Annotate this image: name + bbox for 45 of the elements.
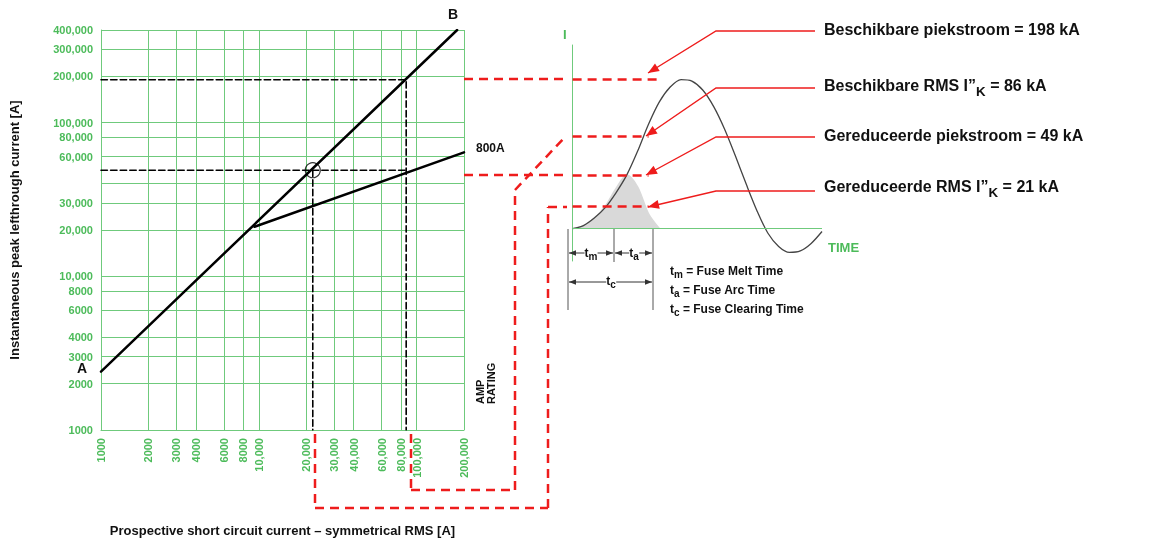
y-tick-label: 60,000 <box>59 150 93 163</box>
x-tick-label: 2000 <box>142 438 155 463</box>
y-tick-label: 8000 <box>68 285 93 298</box>
y-tick-label: 6000 <box>68 304 93 317</box>
text: Gereduceerde RMS I”$_{K}$ = 21 kA <box>824 178 1060 200</box>
x-tick-label: 6000 <box>217 438 230 463</box>
x-tick-label: 10,000 <box>252 438 265 472</box>
x-tick-label: 20,000 <box>300 438 313 472</box>
series-label: 800A <box>476 141 506 156</box>
x-tick-label: 100,000 <box>410 438 423 478</box>
x-tick-label: 4000 <box>189 438 202 463</box>
y-axis-title: Instantaneous peak lefthrough current [A] <box>7 100 22 360</box>
text: t$_{m}$ = Fuse Melt Time <box>670 263 784 281</box>
y-tick-label: 400,000 <box>53 24 93 36</box>
y-axis-title: I <box>562 27 567 42</box>
x-axis-title: TIME <box>828 239 860 255</box>
y-tick-label: 80,000 <box>59 131 93 144</box>
x-tick-label: 3000 <box>170 438 183 463</box>
annotation: t$_{m}$ <box>584 245 598 263</box>
y-tick-label: 30,000 <box>59 196 93 209</box>
annotation: B <box>448 6 459 22</box>
x-tick-label: 40,000 <box>347 438 360 472</box>
text: Beschikbare piekstroom = 198 kA <box>824 21 1080 39</box>
x-tick-label: 30,000 <box>328 438 341 472</box>
x-axis-title: Prospective short circuit current – symmetrical RMS [A] <box>109 523 456 538</box>
text: AMP RATING <box>474 361 497 404</box>
y-tick-label: 300,000 <box>53 43 93 56</box>
text: Beschikbare RMS I”$_{K}$ = 86 kA <box>824 77 1047 99</box>
y-tick-label: 2000 <box>68 377 93 390</box>
x-tick-label: 8000 <box>237 438 250 463</box>
annotation: t$_{a}$ <box>629 245 639 263</box>
y-tick-label: 100,000 <box>53 116 93 129</box>
y-tick-label: 1000 <box>68 424 93 436</box>
text: Gereduceerde piekstroom = 49 kA <box>824 127 1084 145</box>
text: t$_{c}$ = Fuse Clearing Time <box>670 301 804 319</box>
y-tick-label: 4000 <box>68 331 93 344</box>
x-tick-label: 200,000 <box>458 438 470 478</box>
x-tick-label: 80,000 <box>395 438 408 472</box>
y-tick-label: 20,000 <box>59 224 93 236</box>
text: t$_{a}$ = Fuse Arc Time <box>670 282 776 300</box>
x-tick-label: 60,000 <box>375 438 388 472</box>
y-tick-label: 10,000 <box>59 270 93 283</box>
y-tick-label: 3000 <box>68 350 93 363</box>
y-tick-label: 200,000 <box>53 70 93 83</box>
text: t$_{c}$ <box>606 273 616 291</box>
